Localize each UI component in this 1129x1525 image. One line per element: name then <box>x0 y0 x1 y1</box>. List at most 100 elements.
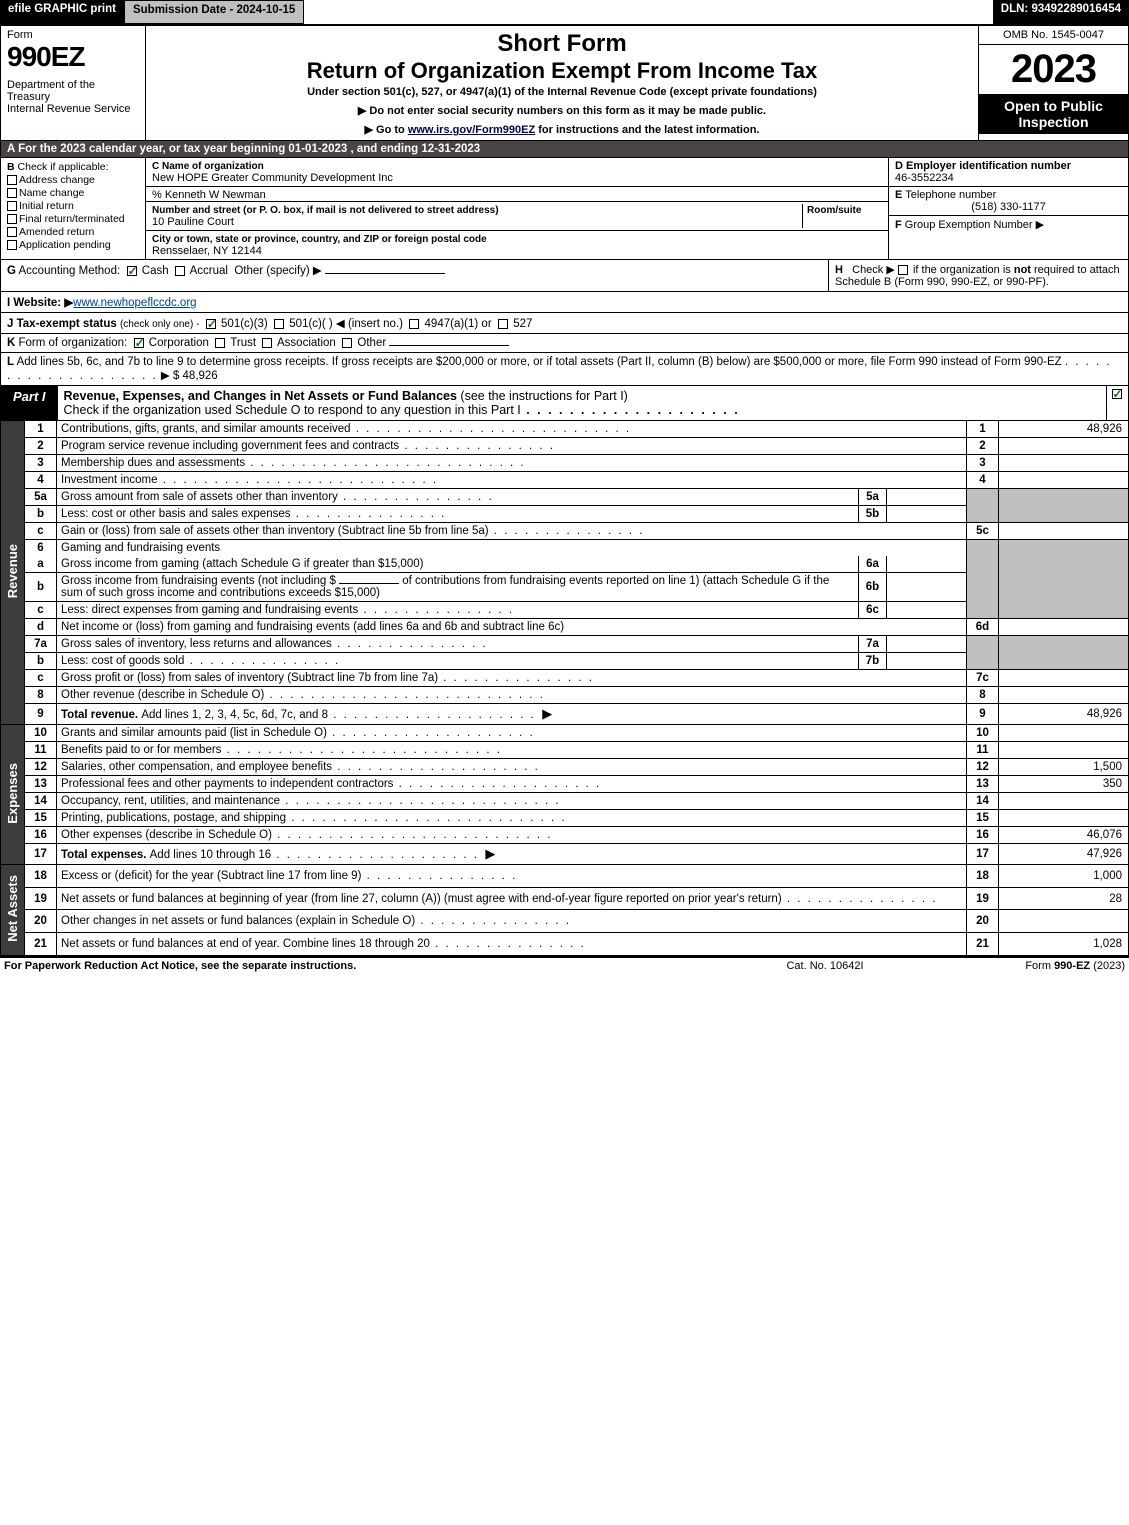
checkbox-corporation[interactable] <box>134 338 144 348</box>
line-18-num: 18 <box>967 865 999 888</box>
line-4-amount <box>999 472 1129 489</box>
line-text: Occupancy, rent, utilities, and maintena… <box>57 793 967 810</box>
line-21-amount: 1,028 <box>999 933 1129 956</box>
other-form-input[interactable] <box>389 345 509 346</box>
checkbox-other-form[interactable] <box>342 338 352 348</box>
inner-6b-amount <box>887 573 967 602</box>
under-section-text: Under section 501(c), 527, or 4947(a)(1)… <box>154 86 970 98</box>
irs-link[interactable]: www.irs.gov/Form990EZ <box>408 124 535 136</box>
checkbox-501c[interactable] <box>274 319 284 329</box>
grey-cell <box>967 653 999 670</box>
line-14-num: 14 <box>967 793 999 810</box>
tax-year: 2023 <box>979 45 1128 94</box>
accounting-method-label: Accounting Method: <box>19 265 121 277</box>
checkbox-4947a1[interactable] <box>409 319 419 329</box>
i-label: I <box>7 297 10 309</box>
line-6a: a Gross income from gaming (attach Sched… <box>1 556 1129 573</box>
website-link[interactable]: www.newhopeflccdc.org <box>73 297 196 309</box>
4947a1-label: 4947(a)(1) or <box>425 318 492 330</box>
c-label: C <box>152 161 159 172</box>
line-text: Excess or (deficit) for the year (Subtra… <box>57 865 967 888</box>
corporation-label: Corporation <box>149 337 209 349</box>
line-16-amount: 46,076 <box>999 827 1129 844</box>
checkbox-cash[interactable] <box>127 266 137 276</box>
part-1-schedule-o-check <box>1106 386 1128 420</box>
name-of-org-label: Name of organization <box>162 161 264 172</box>
checkbox-address-change[interactable] <box>7 175 17 185</box>
grey-cell <box>999 489 1129 506</box>
checkbox-not-required-schedule-b[interactable] <box>898 265 908 275</box>
fundraising-amount-input[interactable] <box>339 583 399 584</box>
inner-7a-amount <box>887 636 967 653</box>
grey-cell <box>999 556 1129 573</box>
grey-cell <box>999 506 1129 523</box>
inner-7b-amount <box>887 653 967 670</box>
inner-num: 7b <box>859 653 887 670</box>
line-2-num: 2 <box>967 438 999 455</box>
tax-exempt-label: Tax-exempt status <box>17 318 117 330</box>
ein-value: 46-3552234 <box>895 172 954 184</box>
checkbox-accrual[interactable] <box>175 266 185 276</box>
open-public-l1: Open to Public <box>1004 98 1103 114</box>
line-6b: b Gross income from fundraising events (… <box>1 573 1129 602</box>
paperwork-reduction-notice: For Paperwork Reduction Act Notice, see … <box>4 960 725 972</box>
section-l: L Add lines 5b, 6c, and 7b to line 9 to … <box>0 353 1129 386</box>
checkbox-name-change[interactable] <box>7 188 17 198</box>
part-1-tab: Part I <box>1 386 58 420</box>
line-15-num: 15 <box>967 810 999 827</box>
checkbox-app-pending[interactable] <box>7 240 17 250</box>
grey-cell <box>967 602 999 619</box>
line-7c-num: 7c <box>967 670 999 687</box>
line-num: 18 <box>25 865 57 888</box>
checkbox-501c3[interactable] <box>206 319 216 329</box>
grey-cell <box>999 602 1129 619</box>
line-19-num: 19 <box>967 887 999 910</box>
section-h: H Check ▶ if the organization is not req… <box>828 260 1128 291</box>
line-num: 12 <box>25 759 57 776</box>
checkbox-initial-return[interactable] <box>7 201 17 211</box>
e-label: E <box>895 189 902 201</box>
d-label: D <box>895 160 903 172</box>
checkbox-schedule-o[interactable] <box>1112 389 1122 399</box>
line-num: 13 <box>25 776 57 793</box>
line-3: 3 Membership dues and assessments 3 <box>1 455 1129 472</box>
addr-label: Number and street (or P. O. box, if mail… <box>152 205 499 216</box>
return-title: Return of Organization Exempt From Incom… <box>154 58 970 84</box>
group-exemption-label: Group Exemption Number <box>905 219 1033 231</box>
other-form-label: Other <box>357 337 386 349</box>
line-11: 11 Benefits paid to or for members 11 <box>1 742 1129 759</box>
checkbox-trust[interactable] <box>215 338 225 348</box>
other-specify-input[interactable] <box>325 273 445 274</box>
grey-cell <box>999 636 1129 653</box>
checkbox-amended[interactable] <box>7 227 17 237</box>
other-specify-label: Other (specify) ▶ <box>234 265 321 277</box>
checkbox-final-return[interactable] <box>7 214 17 224</box>
efile-print-label[interactable]: efile GRAPHIC print <box>0 0 124 24</box>
line-text: Less: cost of goods sold <box>57 653 859 670</box>
checkbox-association[interactable] <box>262 338 272 348</box>
line-num: 17 <box>25 844 57 865</box>
line-17-num: 17 <box>967 844 999 865</box>
l-label: L <box>7 356 14 368</box>
inner-num: 5a <box>859 489 887 506</box>
line-13-amount: 350 <box>999 776 1129 793</box>
inner-num: 6a <box>859 556 887 573</box>
line-text: Gross profit or (loss) from sales of inv… <box>57 670 967 687</box>
line-16: 16 Other expenses (describe in Schedule … <box>1 827 1129 844</box>
line-num: c <box>25 602 57 619</box>
line-3-amount <box>999 455 1129 472</box>
line-text: Membership dues and assessments <box>57 455 967 472</box>
line-num: 16 <box>25 827 57 844</box>
line-text: Total revenue. Add lines 1, 2, 3, 4, 5c,… <box>57 704 967 725</box>
arrow-icon: ▶ <box>1036 219 1044 231</box>
checkbox-527[interactable] <box>498 319 508 329</box>
line-text: Gross income from gaming (attach Schedul… <box>57 556 859 573</box>
goto-pre: ▶ Go to <box>365 124 408 136</box>
line-16-num: 16 <box>967 827 999 844</box>
city-state-zip: Rensselaer, NY 12144 <box>152 245 262 257</box>
website-label: Website: ▶ <box>13 297 73 309</box>
grey-cell <box>967 573 999 602</box>
line-5c-num: 5c <box>967 523 999 540</box>
line-5c: c Gain or (loss) from sale of assets oth… <box>1 523 1129 540</box>
line-7b: b Less: cost of goods sold 7b <box>1 653 1129 670</box>
